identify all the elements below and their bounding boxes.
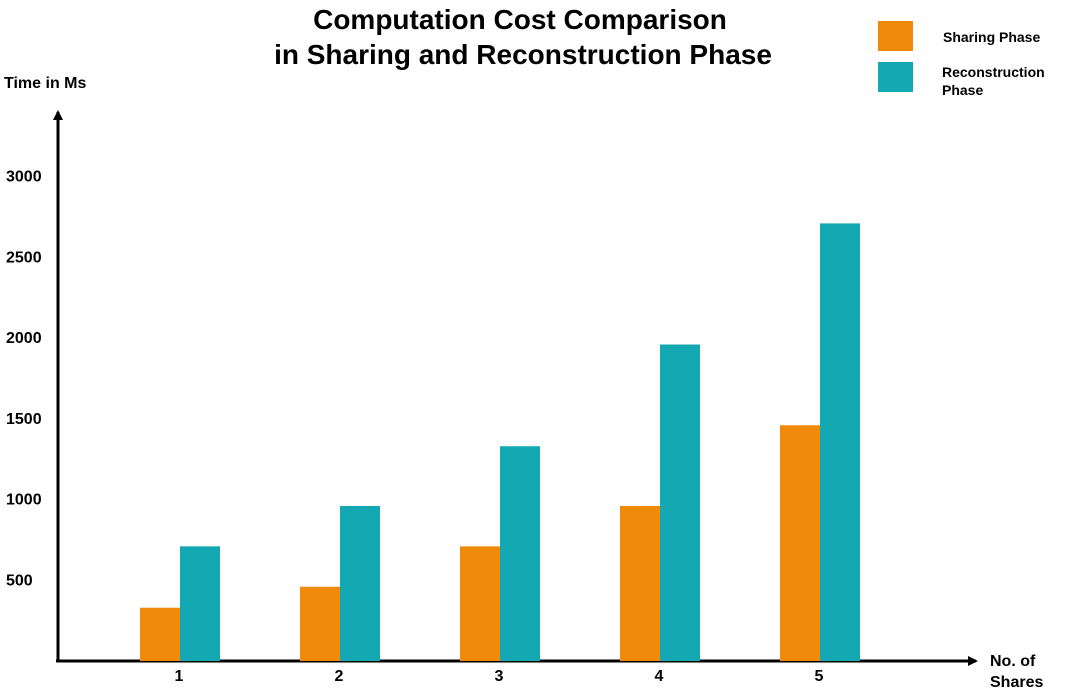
bar-sharing-phase-4	[620, 505, 660, 661]
legend-swatch-reconstruction-phase	[878, 62, 913, 92]
y-axis-label: Time in Ms	[4, 75, 86, 92]
x-tick-labels: 1 2 3 4 5	[175, 668, 824, 685]
bar-reconstruction-phase-2	[340, 505, 380, 661]
y-tick-label-1500: 1500	[6, 411, 42, 428]
y-tick-label-3000: 3000	[6, 169, 42, 186]
chart-title-line-1: Computation Cost Comparison	[313, 4, 727, 35]
bar-reconstruction-phase-5	[820, 223, 860, 661]
x-tick-label-4: 4	[655, 668, 664, 685]
x-tick-label-2: 2	[335, 668, 344, 685]
bar-sharing-phase-3	[460, 546, 500, 661]
bars	[140, 223, 860, 661]
x-tick-label-3: 3	[495, 668, 504, 685]
y-tick-label-2500: 2500	[6, 249, 42, 266]
x-tick-label-1: 1	[175, 668, 184, 685]
legend-swatch-sharing-phase	[878, 21, 913, 51]
bar-reconstruction-phase-3	[500, 446, 540, 661]
y-tick-label-2000: 2000	[6, 330, 42, 347]
chart-title-line-2: in Sharing and Reconstruction Phase	[274, 39, 772, 70]
legend: Sharing Phase Reconstruction Phase	[878, 21, 1045, 98]
x-axis-label-line-1: No. of	[990, 653, 1036, 670]
x-axis-label-line-2: Shares	[990, 674, 1043, 691]
bar-sharing-phase-1	[140, 607, 180, 661]
y-tick-labels: 500 1000 1500 2000 2500 3000	[6, 169, 42, 590]
bar-sharing-phase-5	[780, 425, 820, 661]
bar-sharing-phase-2	[300, 586, 340, 661]
bar-reconstruction-phase-4	[660, 344, 700, 661]
bar-reconstruction-phase-1	[180, 546, 220, 661]
legend-label-sharing-phase: Sharing Phase	[943, 29, 1040, 45]
y-tick-label-1000: 1000	[6, 492, 42, 509]
x-tick-label-5: 5	[815, 668, 824, 685]
y-tick-label-500: 500	[6, 572, 33, 589]
legend-label-reconstruction-phase-line-2: Phase	[942, 82, 983, 98]
legend-label-reconstruction-phase-line-1: Reconstruction	[942, 64, 1045, 80]
